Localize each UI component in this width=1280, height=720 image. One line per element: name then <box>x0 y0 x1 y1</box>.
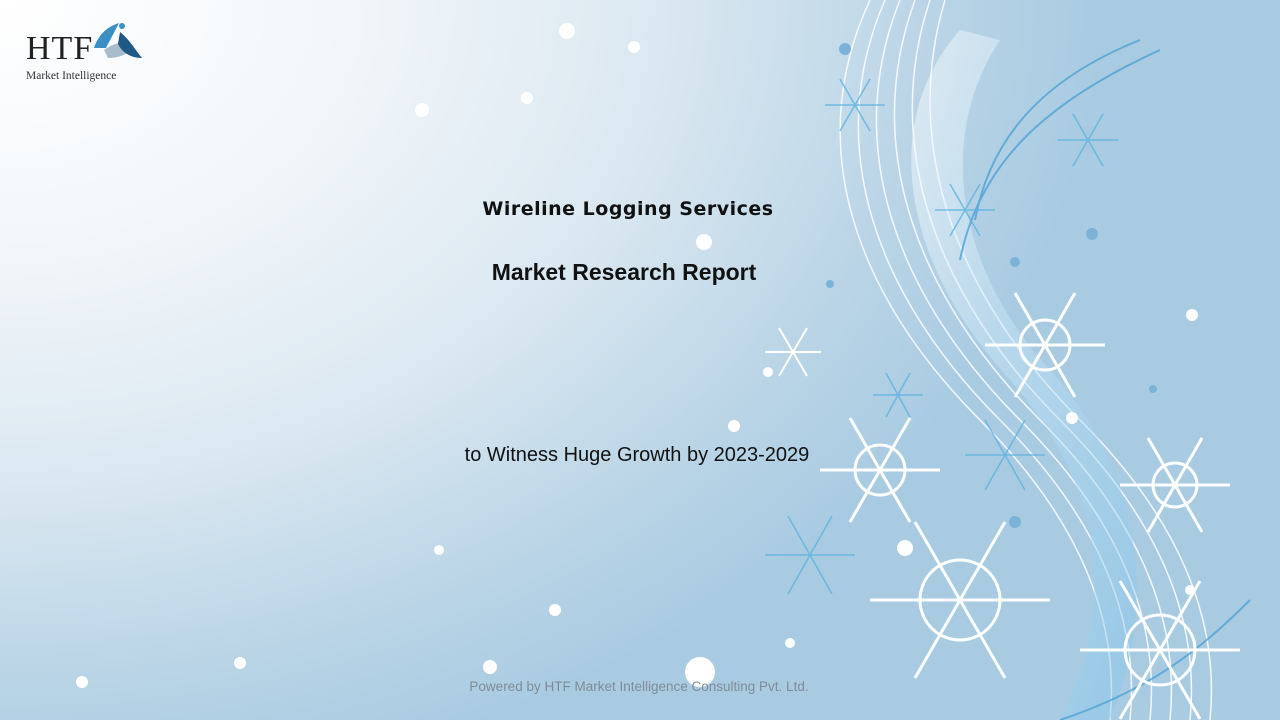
report-title: Wireline Logging Services <box>482 198 774 220</box>
report-subtitle: Market Research Report <box>491 259 757 285</box>
htf-logo: HTF Market Intelligence <box>22 18 147 88</box>
logo-tagline: Market Intelligence <box>26 70 117 82</box>
logo-brand: HTF <box>26 30 94 67</box>
logo-figures-icon <box>94 23 142 58</box>
footer-credit: Powered by HTF Market Intelligence Consu… <box>469 679 809 694</box>
report-tagline: to Witness Huge Growth by 2023-2029 <box>464 444 810 466</box>
